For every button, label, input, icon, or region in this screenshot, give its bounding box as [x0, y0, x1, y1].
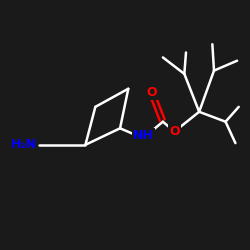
Text: O: O: [146, 86, 157, 98]
Text: NH: NH: [133, 129, 154, 142]
Text: O: O: [169, 125, 180, 138]
Text: H₂N: H₂N: [11, 138, 37, 151]
